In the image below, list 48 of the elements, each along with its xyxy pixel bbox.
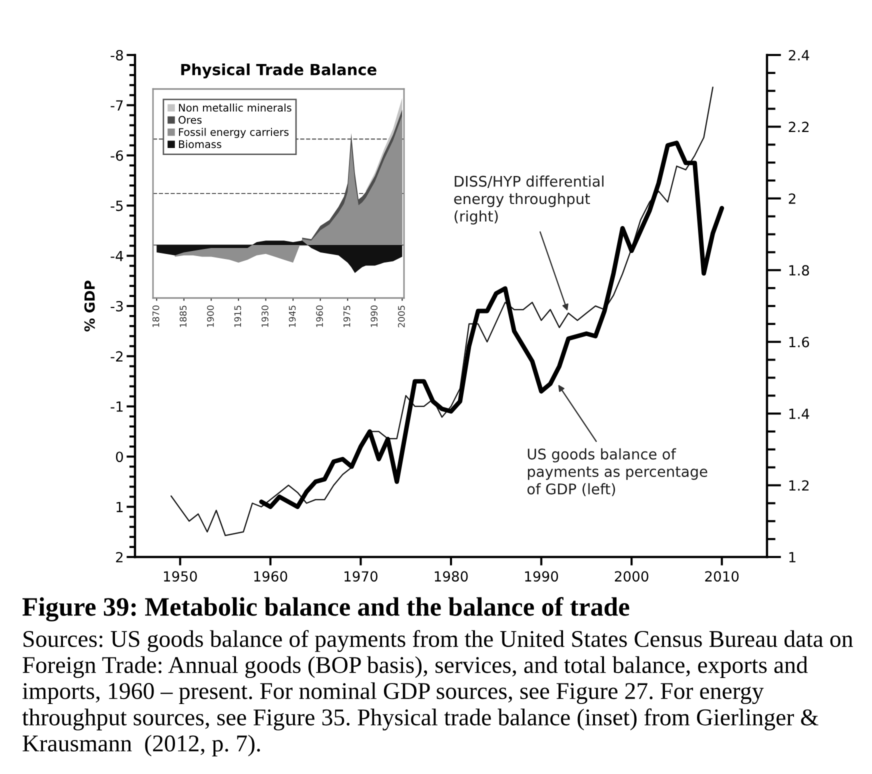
y-axis-title: % GDP [84, 280, 95, 332]
y-tick-label: -7 [110, 100, 123, 110]
annotation: US goods balance of payments as percentage of GDP (left) [527, 448, 708, 496]
text: Figure 39: Metabolic balance and the balance of trade [22, 597, 630, 622]
y-tick-label: -5 [110, 200, 123, 212]
x-tick-label: 1885 [180, 306, 187, 327]
x-tick-label: 1990 [525, 571, 558, 582]
y2-tick-label: 1.2 [789, 480, 809, 491]
x-tick-label: 2005 [398, 306, 405, 328]
x-tick-label: 1970 [344, 571, 378, 582]
x-tick-label: 1960 [254, 571, 288, 582]
x-tick-label: 1975 [343, 306, 350, 327]
x-tick-label: 1950 [164, 571, 197, 582]
y-tick-label: -4 [110, 250, 124, 262]
chart-title: Physical Trade Balance [181, 64, 376, 78]
x-tick-label: 1990 [370, 306, 378, 327]
legend-label: Ores [178, 116, 202, 124]
y2-tick-label: 2 [788, 193, 796, 204]
y-tick-label: -3 [110, 300, 123, 312]
x-tick-label: 1900 [206, 306, 214, 327]
x-tick-label: 2010 [705, 571, 739, 582]
y2-tick-label: 1.6 [789, 336, 810, 348]
source-note: Sources: US goods balance of payments from the United States Census Bureau data on Foreign Trade: Annual goods (BOP basis), services, and total balance, exports and imports, 1960 – present. For nominal GDP sources, see Figure 27. For energy throughput sources, see Figure 35. Physical trade balance (inset) from Gierlinger & Krausmann (2012, p. 7). [22, 630, 853, 756]
line-series [259, 140, 724, 510]
x-tick-label: 1915 [234, 306, 242, 327]
y2-tick-label: 1 [789, 552, 796, 562]
annotation: DISS/HYP differential energy throughput (right) [454, 176, 604, 225]
y2-tick-label: 1.4 [789, 408, 810, 419]
y-tick-label: 0 [116, 452, 123, 462]
x-tick-label: 1960 [316, 306, 323, 327]
x-tick-label: 1980 [434, 571, 468, 582]
legend-label: Biomass [179, 140, 222, 148]
y2-tick-label: 2.2 [788, 122, 809, 132]
y-tick-label: -2 [110, 351, 122, 362]
x-tick-label: 2000 [614, 571, 648, 582]
y2-tick-label: 1.8 [789, 265, 809, 276]
y2-tick-label: 2.4 [788, 50, 810, 60]
x-tick-label: 1930 [262, 306, 268, 327]
y-tick-label: 2 [116, 552, 122, 562]
line-series [170, 86, 714, 536]
y-tick-label: -8 [110, 50, 123, 60]
legend-label: Non metallic minerals [179, 104, 292, 112]
x-tick-label: 1870 [152, 306, 160, 327]
x-tick-label: 1945 [288, 306, 296, 327]
y-tick-label: 1 [116, 502, 123, 512]
y-tick-label: -6 [110, 150, 124, 161]
legend-label: Fossil energy carriers [179, 128, 289, 138]
y-tick-label: -1 [110, 402, 123, 412]
